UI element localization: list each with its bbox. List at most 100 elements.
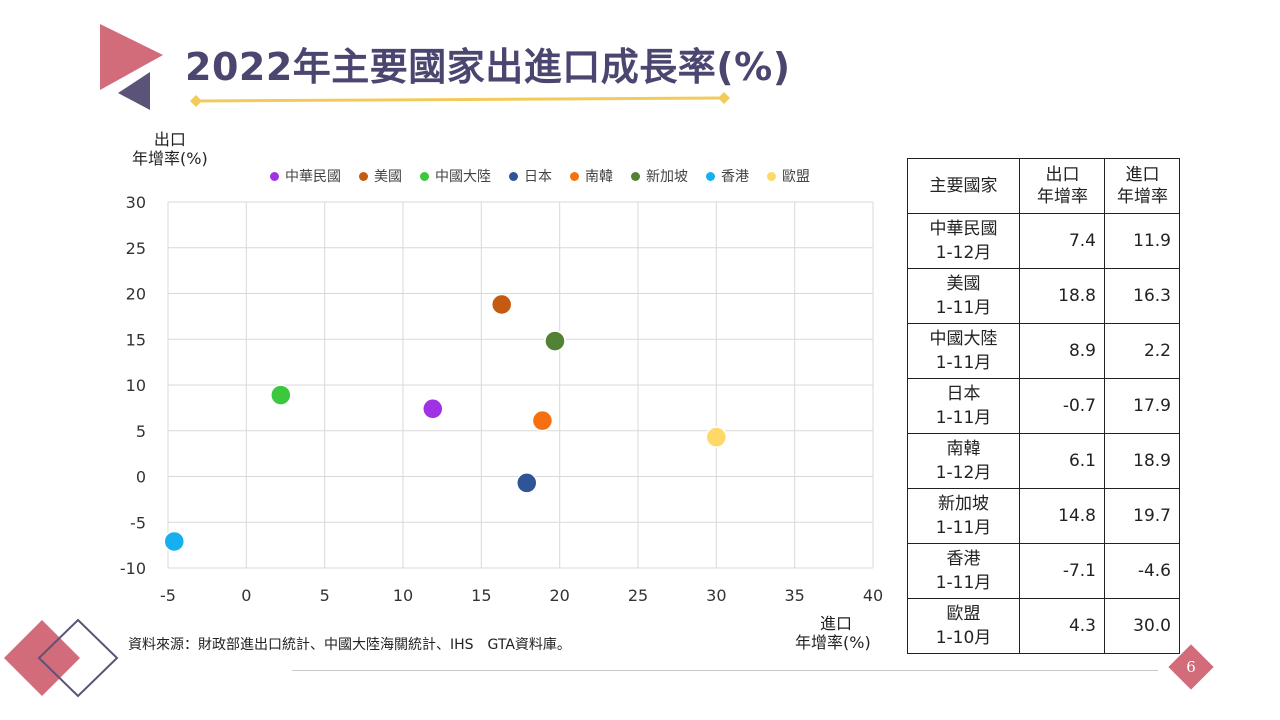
legend-item: 美國	[359, 166, 402, 186]
legend-label: 新加坡	[646, 169, 688, 185]
table-cell-import: 17.9	[1104, 378, 1180, 434]
y-tick-label: 25	[126, 239, 146, 258]
header-country: 主要國家	[907, 158, 1020, 214]
table-cell-import: -4.6	[1104, 543, 1180, 599]
y-axis-label-line2: 年增率(%)	[132, 149, 208, 168]
country-name: 新加坡	[938, 494, 989, 514]
y-tick-label: 20	[126, 285, 146, 304]
table-row: 日本 1-11月 -0.7 17.9	[907, 378, 1180, 434]
x-tick-label: -5	[160, 586, 176, 605]
legend-item: 新加坡	[631, 166, 688, 186]
data-point	[544, 330, 566, 352]
x-tick-label: 15	[471, 586, 491, 605]
table-cell-export: 7.4	[1019, 213, 1105, 269]
table-row: 美國 1-11月 18.8 16.3	[907, 268, 1180, 324]
legend-item: 南韓	[570, 166, 613, 186]
table-cell-country: 新加坡 1-11月	[907, 488, 1020, 544]
x-tick-label: 10	[393, 586, 413, 605]
underline-diamond-left	[190, 95, 202, 107]
country-period: 1-11月	[935, 518, 992, 538]
country-period: 1-11月	[935, 408, 992, 428]
table-cell-export: 6.1	[1019, 433, 1105, 489]
x-axis-label-line2: 年增率(%)	[795, 633, 871, 652]
header-export: 出口 年增率	[1019, 158, 1105, 214]
y-tick-label: 15	[126, 330, 146, 349]
country-name: 中國大陸	[929, 329, 998, 349]
table-cell-export: -0.7	[1019, 378, 1105, 434]
legend-marker	[270, 171, 279, 181]
legend-marker	[570, 171, 579, 181]
legend-label: 日本	[524, 169, 552, 185]
x-tick-label: 25	[628, 586, 648, 605]
underline-diamond-right	[718, 92, 730, 104]
x-tick-label: 0	[241, 586, 251, 605]
y-tick-label: 30	[126, 193, 146, 212]
table-cell-country: 美國 1-11月	[907, 268, 1020, 324]
source-note: 資料來源：財政部進出口統計、中國大陸海關統計、IHS GTA資料庫。	[128, 637, 571, 653]
legend-item: 中國大陸	[420, 166, 491, 186]
x-tick-label: 35	[784, 586, 804, 605]
page-title: 2022年主要國家出進口成長率(%)	[185, 45, 791, 89]
pink-triangle-decoration	[100, 24, 163, 90]
y-tick-label: 0	[136, 468, 146, 487]
country-period: 1-11月	[935, 298, 992, 318]
data-point	[422, 398, 444, 420]
table-cell-import: 19.7	[1104, 488, 1180, 544]
table-row: 中國大陸 1-11月 8.9 2.2	[907, 323, 1180, 379]
y-tick-label: 5	[136, 422, 146, 441]
table-row: 歐盟 1-10月 4.3 30.0	[907, 598, 1180, 654]
legend-marker	[631, 171, 640, 181]
country-period: 1-12月	[935, 243, 992, 263]
table-cell-import: 2.2	[1104, 323, 1180, 379]
legend-item: 香港	[706, 166, 749, 186]
x-tick-label: 40	[863, 586, 883, 605]
scatter-chart: -5 0 5 10 15 20 25 30 35 40 -10 -5 0 5 10 15 20 25 30	[120, 193, 883, 605]
table-cell-country: 歐盟 1-10月	[907, 598, 1020, 654]
data-point	[531, 409, 554, 432]
y-axis-label-line1: 出口	[153, 130, 186, 149]
country-period: 1-11月	[935, 573, 992, 593]
legend-item: 日本	[509, 166, 552, 186]
legend-marker	[420, 171, 429, 181]
country-name: 歐盟	[946, 604, 981, 624]
y-axis-label: 出口 年增率(%)	[132, 130, 208, 168]
header-import: 進口 年增率	[1104, 158, 1180, 214]
page-number: 6	[1186, 658, 1196, 676]
table-cell-export: 14.8	[1019, 488, 1105, 544]
table-row: 南韓 1-12月 6.1 18.9	[907, 433, 1180, 489]
legend-item: 歐盟	[767, 166, 810, 186]
legend-label: 中華民國	[285, 169, 341, 185]
data-point	[705, 426, 728, 448]
legend-label: 美國	[374, 169, 402, 185]
table-row: 新加坡 1-11月 14.8 19.7	[907, 488, 1180, 544]
table-row: 香港 1-11月 -7.1 -4.6	[907, 543, 1180, 599]
legend-marker	[509, 171, 518, 181]
country-name: 南韓	[946, 439, 981, 459]
table-cell-country: 南韓 1-12月	[907, 433, 1020, 489]
y-tick-label: 10	[126, 376, 146, 395]
table-cell-country: 香港 1-11月	[907, 543, 1020, 599]
country-period: 1-11月	[935, 353, 992, 373]
legend-marker	[359, 171, 368, 181]
footer-divider	[292, 670, 1158, 671]
table-cell-import: 18.9	[1104, 433, 1180, 489]
table-row: 中華民國 1-12月 7.4 11.9	[907, 213, 1180, 269]
data-point	[490, 293, 513, 316]
x-tick-label: 30	[706, 586, 726, 605]
legend-item: 中華民國	[270, 166, 341, 186]
country-period: 1-12月	[935, 463, 992, 483]
table-cell-import: 16.3	[1104, 268, 1180, 324]
x-axis-label: 進口 年增率(%)	[795, 614, 871, 652]
legend-label: 南韓	[585, 169, 613, 185]
outline-diamond-decoration	[37, 618, 119, 698]
legend-marker	[706, 171, 715, 181]
table-cell-import: 30.0	[1104, 598, 1180, 654]
table-cell-import: 11.9	[1104, 213, 1180, 269]
table-header-row: 主要國家 出口 年增率 進口 年增率	[907, 158, 1180, 214]
table-cell-export: 4.3	[1019, 598, 1105, 654]
x-tick-label: 20	[549, 586, 569, 605]
country-name: 中華民國	[929, 219, 998, 239]
country-name: 日本	[946, 384, 981, 404]
table-cell-export: 18.8	[1019, 268, 1105, 324]
